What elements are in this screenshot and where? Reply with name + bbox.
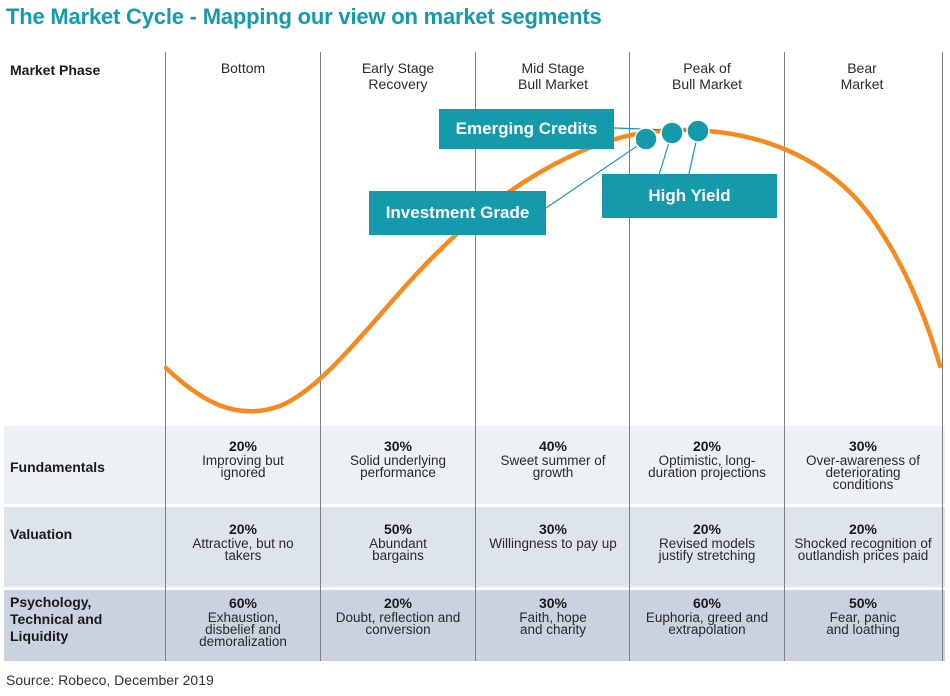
page-title: The Market Cycle - Mapping our view on m… (6, 4, 602, 29)
valuation-band (4, 507, 945, 587)
valuation-cell: 20% Attractive, but no takers (192, 521, 294, 563)
valuation-cell: 50% Abundant bargains (369, 521, 427, 563)
fundamentals-label: Fundamentals (10, 459, 105, 475)
valuation-label: Valuation (10, 526, 73, 542)
valuation-cell: 20% Revised models justify stretching (658, 521, 756, 563)
fundamentals-cell: 30% Over-awareness of deteriorating cond… (805, 438, 921, 492)
investment-grade-connector (545, 139, 647, 209)
psychology-cell: 60% Exhaustion, disbelief and demoraliza… (199, 595, 287, 649)
phase-header-peak-of-bull-market: Peak of Bull Market (671, 60, 743, 92)
valuation-cell: 30% Willingness to pay up (489, 521, 617, 551)
phase-header-mid-stage-bull-market: Mid Stage Bull Market (517, 60, 589, 92)
column-divider (942, 52, 943, 661)
emerging-credits-connector (613, 127, 699, 132)
phase-header-bottom: Bottom (220, 60, 266, 76)
psychology-cell: 60% Euphoria, greed and extrapolation (645, 595, 769, 637)
fundamentals-cell: 20% Improving but ignored (202, 438, 284, 480)
fundamentals-cell: 40% Sweet summer of growth (500, 438, 606, 480)
valuation-cell: 20% Shocked recognition of outlandish pr… (794, 521, 932, 563)
fundamentals-cell: 20% Optimistic, long-duration projection… (648, 438, 766, 480)
market-cycle-curve (163, 127, 943, 414)
high-yield-marker (660, 121, 684, 145)
column-divider (320, 52, 321, 661)
phase-header-bear-market: Bear Market (840, 60, 884, 92)
psychology-cell: 20% Doubt, reflection and conversion (335, 595, 461, 637)
market-phase-label: Market Phase (10, 62, 101, 78)
psychology-label: Psychology, Technical and Liquidity (10, 594, 103, 644)
emerging-credits-tag: Emerging Credits (439, 109, 614, 149)
fundamentals-band (4, 426, 945, 504)
psychology-band (4, 590, 945, 661)
psychology-cell: 30% Faith, hope and charity (519, 595, 587, 637)
investment-grade-marker (634, 127, 658, 151)
column-divider (784, 52, 785, 661)
investment-grade-tag: Investment Grade (369, 191, 546, 235)
column-divider (475, 52, 476, 661)
emerging-credits-marker (686, 119, 710, 143)
column-divider (165, 52, 166, 661)
psychology-cell: 50% Fear, panic and loathing (826, 595, 900, 637)
column-divider (629, 52, 630, 661)
fundamentals-cell: 30% Solid underlying performance (349, 438, 447, 480)
high-yield-tag: High Yield (602, 174, 777, 218)
source-note: Source: Robeco, December 2019 (6, 672, 214, 688)
market-cycle-diagram (163, 119, 943, 414)
phase-header-early-stage-recovery: Early Stage Recovery (361, 60, 435, 92)
